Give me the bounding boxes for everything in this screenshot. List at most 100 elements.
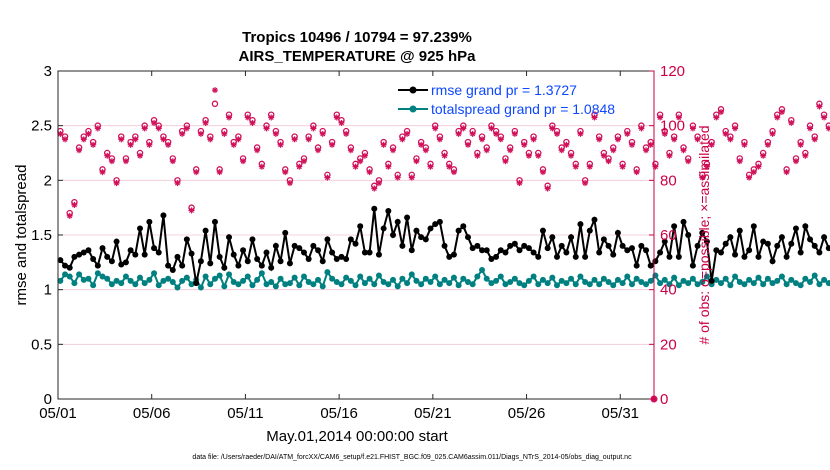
rmse-point — [216, 253, 223, 260]
y-left-tick-label: 2.5 — [31, 118, 52, 135]
y-right-tick-label: 80 — [660, 172, 677, 189]
totalspread-point — [736, 279, 743, 286]
y-right-tick-label: 100 — [660, 118, 685, 135]
totalspread-point — [230, 279, 237, 286]
totalspread-point — [113, 277, 120, 284]
legend: rmse grand pr = 1.3727 totalspread grand… — [398, 82, 615, 117]
y-left-tick-label: 1 — [44, 282, 52, 299]
obs-assimilated-stroke — [727, 136, 733, 142]
legend-spread-label: totalspread grand pr = 1.0848 — [431, 101, 615, 117]
obs-assimilated-marker — [366, 169, 373, 176]
rmse-point — [558, 242, 565, 249]
obs-assimilated-marker — [685, 158, 692, 165]
obs-assimilated-stroke — [484, 147, 490, 153]
totalspread-point — [85, 275, 92, 282]
totalspread-point — [769, 280, 776, 287]
obs-assimilated-stroke — [493, 131, 499, 137]
obs-assimilated-stroke — [793, 158, 799, 164]
totalspread-point — [324, 269, 331, 276]
totalspread-point — [291, 274, 298, 281]
obs-assimilated-stroke — [755, 164, 762, 170]
obs-assimilated-marker — [132, 136, 139, 143]
obs-assimilated-stroke — [404, 131, 410, 137]
obs-assimilated-stroke — [498, 136, 504, 142]
obs-assimilated-marker — [703, 163, 710, 170]
rmse-point — [628, 245, 635, 252]
obs-assimilated-marker — [479, 136, 486, 143]
totalspread-point — [390, 276, 397, 283]
totalspread-point — [764, 275, 771, 282]
totalspread-point — [413, 277, 420, 284]
obs-assimilated-marker — [689, 125, 696, 132]
totalspread-point — [338, 281, 345, 288]
obs-assimilated-marker — [446, 163, 453, 170]
totalspread-point — [207, 281, 214, 288]
obs-assimilated-stroke — [470, 131, 476, 137]
obs-assimilated-marker — [315, 147, 322, 154]
rmse-point — [319, 258, 326, 265]
obs-assimilated-stroke — [741, 142, 747, 148]
obs-assimilated-stroke — [81, 136, 87, 142]
obs-assimilated-marker — [530, 136, 537, 143]
totalspread-point — [394, 283, 401, 290]
axis-ticks: 0 0.5 1 1.5 2 2.5 3 0 20 40 60 80 100 120 05/01 05/06 05… — [31, 63, 685, 422]
obs-assimilated-marker — [300, 158, 307, 165]
totalspread-point — [310, 281, 317, 288]
obs-assimilated-marker — [760, 152, 767, 159]
obs-assimilated-marker — [329, 141, 336, 148]
totalspread-point — [685, 280, 692, 287]
obs-assimilated-marker — [202, 119, 209, 126]
obs-assimilated-stroke — [657, 114, 663, 120]
totalspread-point — [216, 272, 223, 279]
rmse-point — [390, 232, 397, 238]
obs-assimilated-marker — [375, 180, 382, 187]
obs-assimilated-stroke — [573, 164, 579, 170]
obs-assimilated-marker — [680, 147, 687, 154]
obs-assimilated-stroke — [709, 142, 715, 148]
obs-assimilated-stroke — [437, 136, 443, 142]
obs-assimilated-marker — [750, 169, 757, 176]
obs-assimilated-marker — [525, 152, 532, 159]
rmse-point — [207, 260, 214, 267]
totalspread-point — [71, 280, 78, 287]
rmse-point — [160, 212, 167, 219]
totalspread-point — [371, 281, 378, 288]
obs-assimilated-stroke — [474, 153, 480, 159]
obs-assimilated-marker — [85, 130, 92, 137]
obs-assimilated-stroke — [390, 147, 396, 153]
obs-assimilated-marker — [802, 152, 809, 159]
obs-assimilated-marker — [493, 130, 500, 137]
totalspread-point — [277, 275, 284, 282]
totalspread-point — [511, 275, 518, 282]
obs-assimilated-stroke — [554, 131, 560, 137]
obs-assimilated-stroke — [399, 136, 405, 142]
obs-assimilated-stroke — [779, 109, 785, 115]
obs-assimilated-stroke — [718, 109, 724, 115]
rmse-point — [464, 234, 471, 241]
obs-assimilated-stroke — [456, 131, 462, 137]
rmse-point — [66, 264, 73, 271]
obs-assimilated-stroke — [371, 186, 377, 192]
rmse-point — [263, 249, 270, 256]
obs-assimilated-stroke — [676, 114, 682, 120]
rmse-point — [136, 225, 143, 232]
totalspread-point — [502, 281, 509, 288]
obs-assimilated-marker — [235, 136, 242, 143]
obs-assimilated-stroke — [179, 131, 185, 137]
rmse-point — [469, 245, 476, 252]
obs-assimilated-marker — [666, 152, 673, 159]
obs-assimilated-marker — [263, 125, 270, 132]
y-left-tick-label: 0.5 — [31, 336, 52, 353]
totalspread-point — [539, 276, 546, 283]
rmse-point — [511, 240, 518, 247]
rmse-point — [525, 245, 532, 252]
totalspread-point — [507, 279, 514, 286]
rmse-point — [708, 277, 715, 284]
obs-assimilated-stroke — [451, 169, 457, 175]
obs-assimilated-stroke — [606, 158, 612, 164]
totalspread-point — [244, 273, 251, 280]
totalspread-point — [703, 273, 710, 280]
obs-assimilated-stroke — [273, 131, 279, 137]
rmse-point — [530, 249, 537, 256]
obs-assimilated-stroke — [540, 169, 546, 175]
